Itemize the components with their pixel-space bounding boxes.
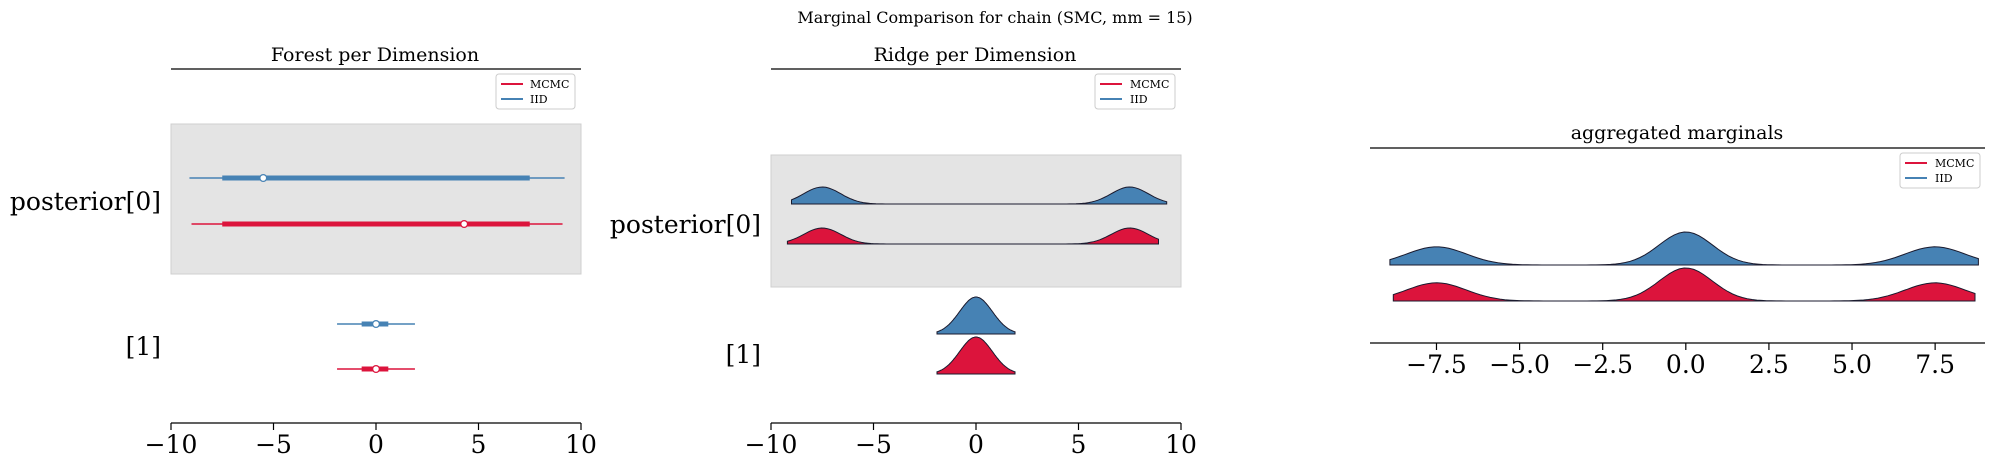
aggregated-title: aggregated marginals bbox=[1571, 122, 1784, 144]
legend-frame bbox=[1899, 152, 1981, 189]
ridge-x-tick-label: 10 bbox=[1165, 430, 1197, 459]
ridge-density-mcmc bbox=[786, 227, 1159, 245]
ridge-ylabel-1: [1] bbox=[726, 340, 761, 369]
aggregated-density-mcmc bbox=[1392, 267, 1976, 302]
forest-point-iid bbox=[259, 173, 268, 183]
legend-iid-label: IID bbox=[1935, 172, 1953, 185]
ridge-title: Ridge per Dimension bbox=[874, 44, 1077, 66]
legend-mcmc-label: MCMC bbox=[1130, 78, 1169, 91]
forest-point-mcmc bbox=[460, 219, 469, 229]
ridge-ylabel-posterior0: posterior[0] bbox=[610, 210, 761, 239]
forest-panel: Forest per Dimension −10 −5 0 5 10 posterior… bbox=[10, 44, 597, 459]
ridge-panel: Ridge per Dimension −10 −5 0 5 10 posterior[… bbox=[610, 44, 1197, 459]
ridge-x-ticks: −10 −5 0 5 10 bbox=[745, 423, 1197, 459]
aggregated-x-tick-label: 5.0 bbox=[1832, 350, 1872, 379]
ridge-band-layer bbox=[770, 154, 1182, 288]
ridge-row-band bbox=[770, 154, 1182, 288]
forest-x-tick-label: 5 bbox=[471, 430, 487, 459]
aggregated-x-tick-label: 0.0 bbox=[1666, 350, 1706, 379]
legend-iid-label: IID bbox=[530, 93, 548, 106]
ridge-x-tick-label: 5 bbox=[1071, 430, 1087, 459]
aggregated-density-iid bbox=[1389, 231, 1979, 266]
ridge-density-iid bbox=[936, 296, 1016, 335]
legend-frame bbox=[1094, 73, 1176, 110]
forest-x-tick-label: 0 bbox=[368, 430, 384, 459]
ridge-marks bbox=[786, 186, 1168, 375]
aggregated-x-ticks: −7.5 −5.0 −2.5 0.0 2.5 5.0 7.5 bbox=[1406, 343, 1955, 379]
forest-x-tick-label: 10 bbox=[565, 430, 597, 459]
figure-suptitle: Marginal Comparison for chain (SMC, mm =… bbox=[797, 8, 1192, 27]
forest-x-tick-label: −5 bbox=[255, 430, 292, 459]
aggregated-x-tick-label: −5.0 bbox=[1489, 350, 1550, 379]
ridge-legend: MCMC IID bbox=[1094, 73, 1176, 110]
aggregated-x-tick-label: 7.5 bbox=[1915, 350, 1955, 379]
forest-title: Forest per Dimension bbox=[271, 44, 479, 66]
aggregated-x-tick-label: −7.5 bbox=[1406, 350, 1467, 379]
forest-x-ticks: −10 −5 0 5 10 bbox=[145, 423, 597, 459]
forest-point-iid bbox=[371, 319, 381, 329]
aggregated-panel: aggregated marginals −7.5 −5.0 −2.5 0.0 2.5 5… bbox=[1370, 122, 1985, 379]
aggregated-x-tick-label: −2.5 bbox=[1572, 350, 1633, 379]
legend-mcmc-label: MCMC bbox=[1935, 157, 1974, 170]
aggregated-x-tick-label: 2.5 bbox=[1749, 350, 1789, 379]
ridge-density-iid bbox=[791, 186, 1168, 205]
ridge-x-tick-label: −10 bbox=[745, 430, 798, 459]
aggregated-legend: MCMC IID bbox=[1899, 152, 1981, 189]
ridge-x-tick-label: −5 bbox=[855, 430, 892, 459]
forest-point-mcmc bbox=[371, 364, 381, 374]
forest-marks bbox=[189, 173, 565, 374]
legend-iid-label: IID bbox=[1130, 93, 1148, 106]
forest-x-tick-label: −10 bbox=[145, 430, 198, 459]
ridge-density-mcmc bbox=[936, 336, 1016, 375]
ridge-x-tick-label: 0 bbox=[968, 430, 984, 459]
forest-ylabel-1: [1] bbox=[126, 332, 161, 361]
forest-row-band bbox=[170, 123, 582, 275]
forest-legend: MCMC IID bbox=[495, 73, 576, 110]
aggregated-marks bbox=[1389, 231, 1979, 302]
forest-ylabel-posterior0: posterior[0] bbox=[10, 187, 161, 216]
legend-mcmc-label: MCMC bbox=[530, 78, 569, 91]
legend-frame bbox=[495, 73, 576, 110]
forest-band-layer bbox=[170, 123, 582, 275]
